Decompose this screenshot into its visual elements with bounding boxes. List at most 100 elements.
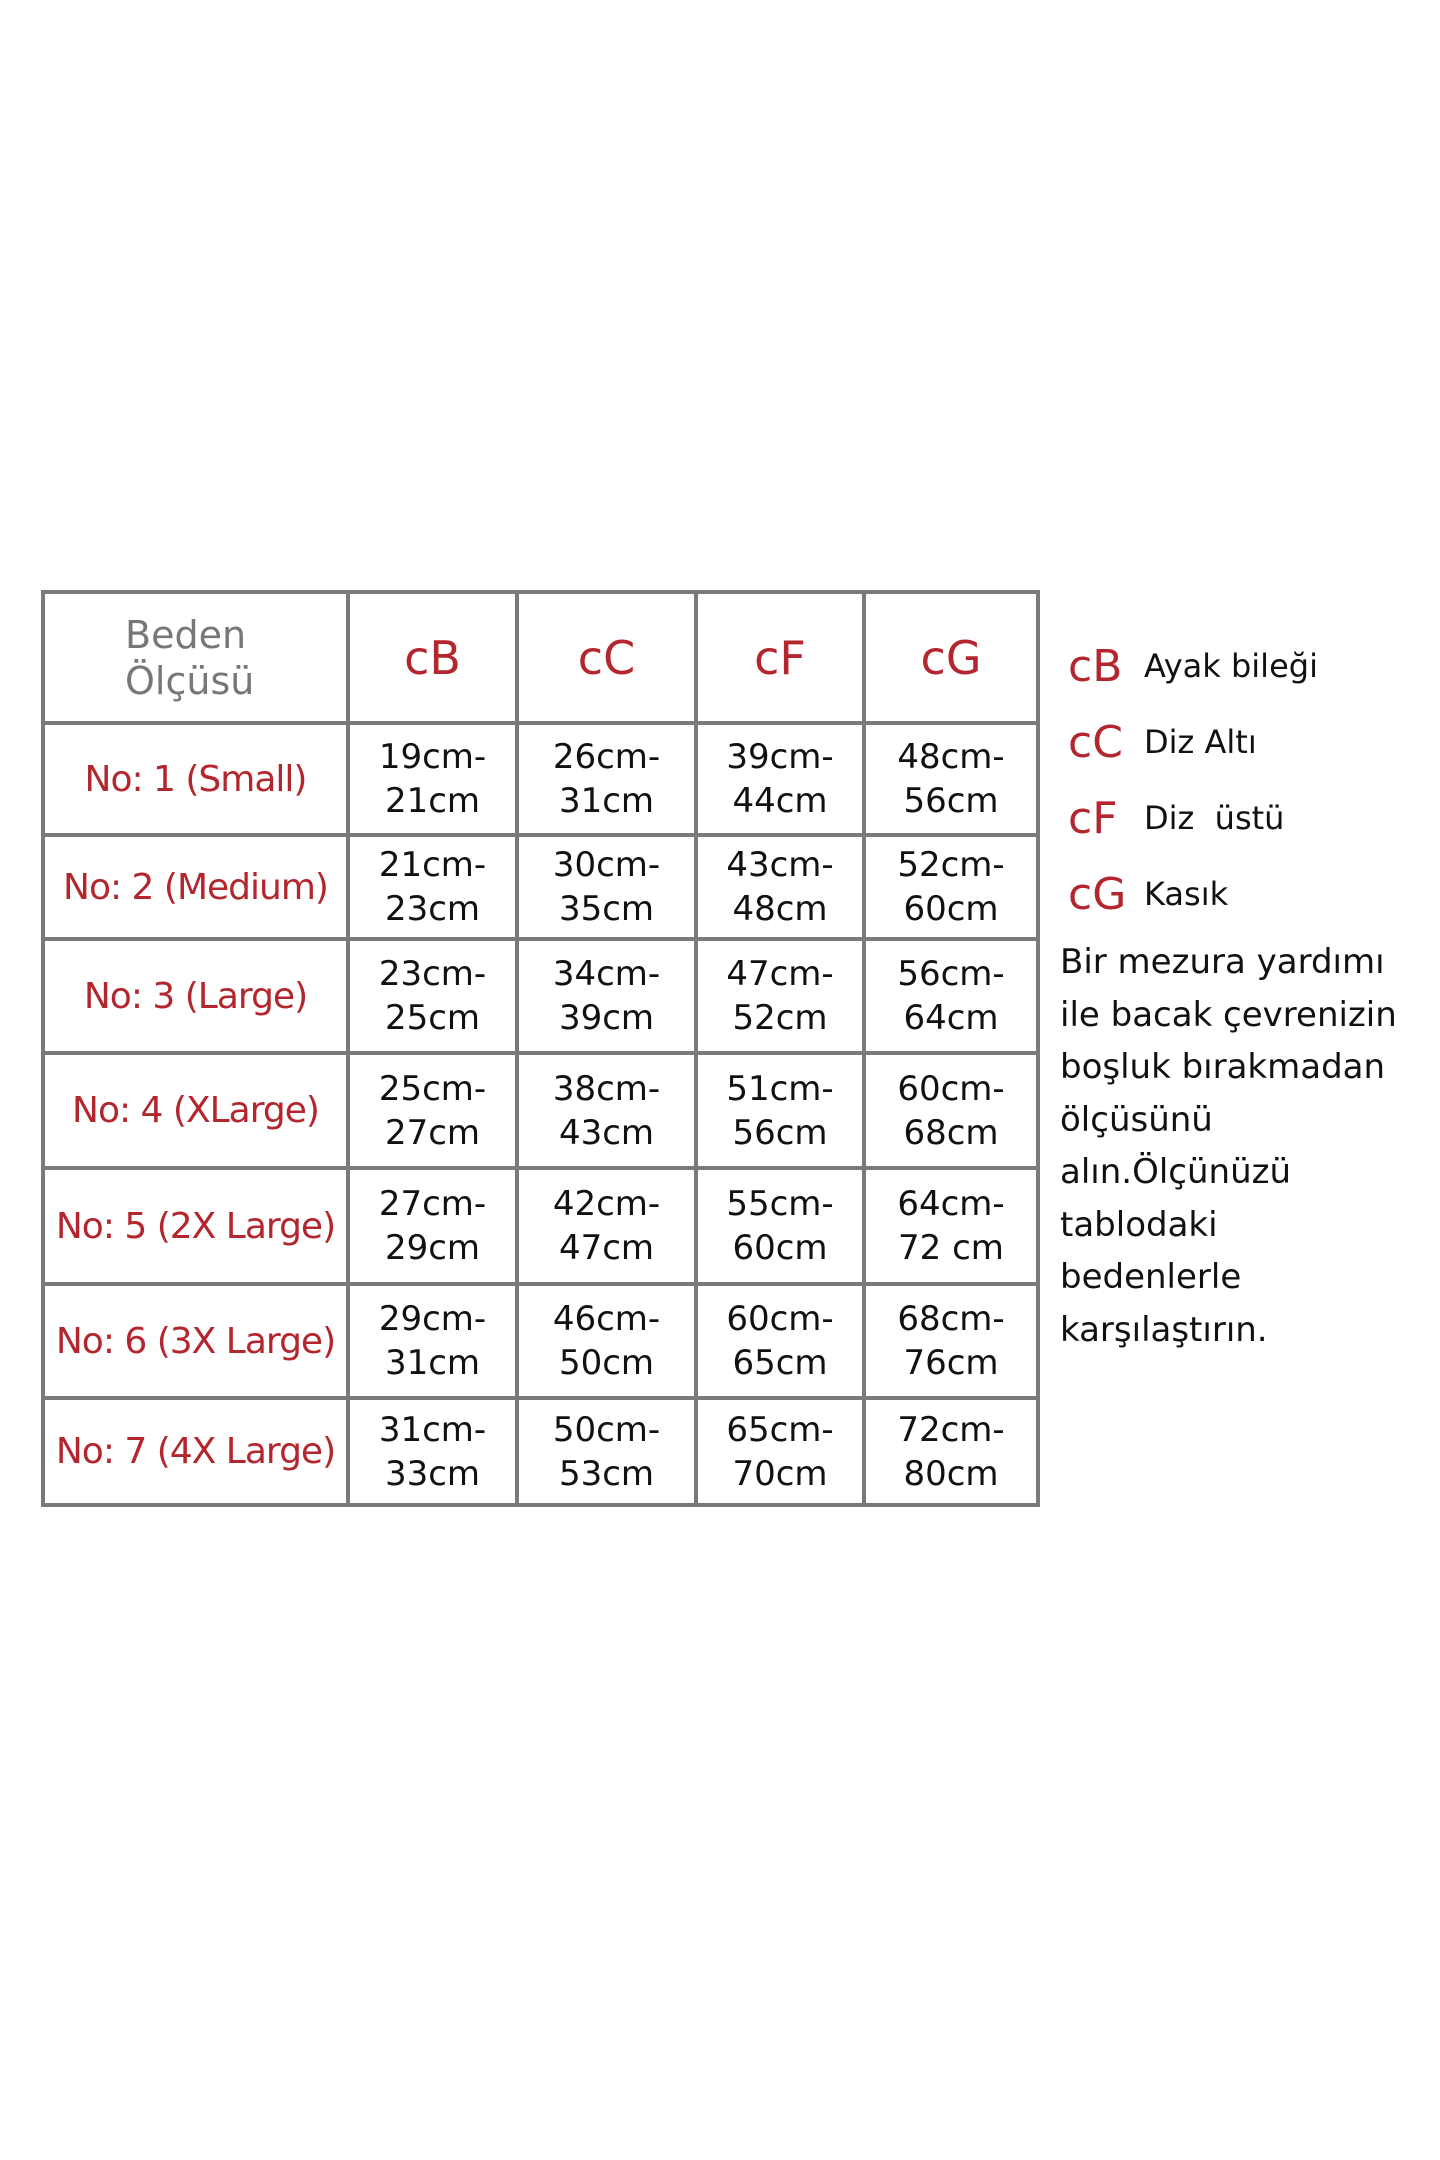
- size-chart-table: Beden Ölçüsü cB cC cF cG No: 1 (Small) 19…: [41, 590, 1040, 1507]
- measurement-value: 30cm-: [552, 845, 661, 885]
- table-row: No: 5 (2X Large) 27cm- 29cm 42cm- 47cm 55cm- 6…: [41, 1166, 1040, 1286]
- measurement-value: 27cm-: [378, 1184, 487, 1224]
- measurement-value: 76cm: [903, 1343, 999, 1383]
- measurement-value: 60cm: [732, 1228, 828, 1268]
- measurement-value: 25cm: [384, 998, 481, 1038]
- measurement-value: 55cm-: [726, 1184, 834, 1224]
- measurement-value: 68cm: [903, 1112, 999, 1153]
- measurement-cell: 38cm- 43cm: [515, 1051, 698, 1170]
- column-header-cb: cB: [346, 590, 519, 725]
- legend-label: Kasık: [1144, 875, 1229, 913]
- measurement-value: 25cm-: [378, 1068, 487, 1109]
- measurement-value: 31cm: [558, 781, 655, 821]
- measurement-value: 47cm-: [726, 954, 834, 994]
- measurement-cell: 29cm- 31cm: [346, 1282, 519, 1400]
- legend-item: cC Diz Altı: [1068, 704, 1318, 780]
- size-label: No: 3 (Large): [41, 937, 350, 1055]
- measurement-value: 70cm: [732, 1453, 828, 1494]
- measurement-cell: 23cm- 25cm: [346, 937, 519, 1055]
- measurement-value: 47cm: [558, 1228, 655, 1268]
- measurement-value: 72 cm: [898, 1228, 1004, 1268]
- measurement-cell: 42cm- 47cm: [515, 1166, 698, 1286]
- measurement-value: 65cm: [732, 1343, 828, 1383]
- measurement-value: 51cm-: [726, 1068, 834, 1109]
- measurement-value: 46cm-: [552, 1299, 661, 1339]
- size-label: No: 2 (Medium): [41, 833, 350, 941]
- measurement-value: 52cm: [732, 998, 828, 1038]
- measurement-cell: 60cm- 68cm: [862, 1051, 1040, 1170]
- measurement-cell: 30cm- 35cm: [515, 833, 698, 941]
- measurement-value: 39cm-: [726, 737, 834, 777]
- measurement-value: 48cm: [732, 889, 828, 929]
- measurement-cell: 26cm- 31cm: [515, 721, 698, 837]
- measurement-cell: 52cm- 60cm: [862, 833, 1040, 941]
- legend-code: cG: [1068, 868, 1127, 920]
- measurement-value: 56cm: [732, 1112, 828, 1153]
- measurement-value: 65cm-: [726, 1409, 834, 1450]
- size-label: No: 4 (XLarge): [41, 1051, 350, 1170]
- table-row: No: 2 (Medium) 21cm- 23cm 30cm- 35cm 43cm- 48c…: [41, 833, 1040, 941]
- legend-item: cG Kasık: [1068, 856, 1318, 932]
- table-row: No: 3 (Large) 23cm- 25cm 34cm- 39cm 47cm- 52cm…: [41, 937, 1040, 1055]
- table-row: No: 6 (3X Large) 29cm- 31cm 46cm- 50cm 60cm- 6…: [41, 1282, 1040, 1400]
- measurement-value: 60cm-: [726, 1299, 834, 1339]
- measurement-value: 44cm: [732, 781, 828, 821]
- legend-item: cF Diz üstü: [1068, 780, 1318, 856]
- measurement-cell: 46cm- 50cm: [515, 1282, 698, 1400]
- legend-code: cF: [1068, 792, 1118, 844]
- measurement-value: 26cm-: [552, 737, 661, 777]
- measurement-cell: 47cm- 52cm: [694, 937, 866, 1055]
- measurement-value: 21cm-: [378, 845, 487, 885]
- measurement-value: 80cm: [903, 1453, 999, 1494]
- size-header-label: Beden Ölçüsü: [41, 590, 350, 725]
- measurement-cell: 68cm- 76cm: [862, 1282, 1040, 1400]
- measurement-value: 21cm: [384, 781, 481, 821]
- measurement-cell: 43cm- 48cm: [694, 833, 866, 941]
- legend-label: Diz üstü: [1144, 799, 1285, 837]
- measurement-value: 43cm: [558, 1112, 655, 1153]
- measurement-value: 29cm-: [378, 1299, 487, 1339]
- measurement-value: 48cm-: [897, 737, 1005, 777]
- measurement-legend: cB Ayak bileği cC Diz Altı cF Diz üstü cG Kasık: [1068, 628, 1318, 932]
- column-header-cc: cC: [515, 590, 698, 725]
- measurement-value: 31cm: [384, 1343, 481, 1383]
- measurement-cell: 21cm- 23cm: [346, 833, 519, 941]
- measurement-value: 60cm-: [897, 1068, 1005, 1109]
- measurement-value: 19cm-: [378, 737, 487, 777]
- measurement-value: 27cm: [384, 1112, 481, 1153]
- measurement-value: 64cm-: [897, 1184, 1005, 1224]
- measurement-value: 64cm: [903, 998, 999, 1038]
- table-row: No: 4 (XLarge) 25cm- 27cm 38cm- 43cm 51cm- 56c…: [41, 1051, 1040, 1170]
- measurement-value: 42cm-: [552, 1184, 661, 1224]
- measurement-cell: 39cm- 44cm: [694, 721, 866, 837]
- measurement-cell: 56cm- 64cm: [862, 937, 1040, 1055]
- measurement-cell: 31cm- 33cm: [346, 1396, 519, 1507]
- measurement-value: 34cm-: [552, 954, 661, 994]
- measurement-cell: 60cm- 65cm: [694, 1282, 866, 1400]
- measurement-value: 72cm-: [897, 1409, 1005, 1450]
- measurement-cell: 27cm- 29cm: [346, 1166, 519, 1286]
- column-header-cg: cG: [862, 590, 1040, 725]
- measurement-instructions: Bir mezura yardımı ile bacak çevrenizin …: [1060, 942, 1397, 1350]
- legend-code: cC: [1068, 716, 1123, 768]
- measurement-value: 33cm: [384, 1453, 481, 1494]
- measurement-cell: 64cm- 72 cm: [862, 1166, 1040, 1286]
- size-label: No: 7 (4X Large): [41, 1396, 350, 1507]
- measurement-value: 39cm: [558, 998, 655, 1038]
- measurement-value: 38cm-: [552, 1068, 661, 1109]
- measurement-cell: 19cm- 21cm: [346, 721, 519, 837]
- legend-label: Diz Altı: [1144, 723, 1257, 761]
- measurement-value: 23cm-: [378, 954, 487, 994]
- table-row: No: 1 (Small) 19cm- 21cm 26cm- 31cm 39cm- 44cm…: [41, 721, 1040, 837]
- measurement-cell: 65cm- 70cm: [694, 1396, 866, 1507]
- size-label: No: 5 (2X Large): [41, 1166, 350, 1286]
- measurement-value: 50cm-: [552, 1409, 661, 1450]
- measurement-cell: 25cm- 27cm: [346, 1051, 519, 1170]
- measurement-value: 31cm-: [378, 1409, 487, 1450]
- legend-item: cB Ayak bileği: [1068, 628, 1318, 704]
- table-header-row: Beden Ölçüsü cB cC cF cG: [41, 590, 1040, 725]
- measurement-cell: 34cm- 39cm: [515, 937, 698, 1055]
- measurement-value: 56cm: [903, 781, 999, 821]
- measurement-value: 43cm-: [726, 845, 834, 885]
- measurement-value: 68cm-: [897, 1299, 1005, 1339]
